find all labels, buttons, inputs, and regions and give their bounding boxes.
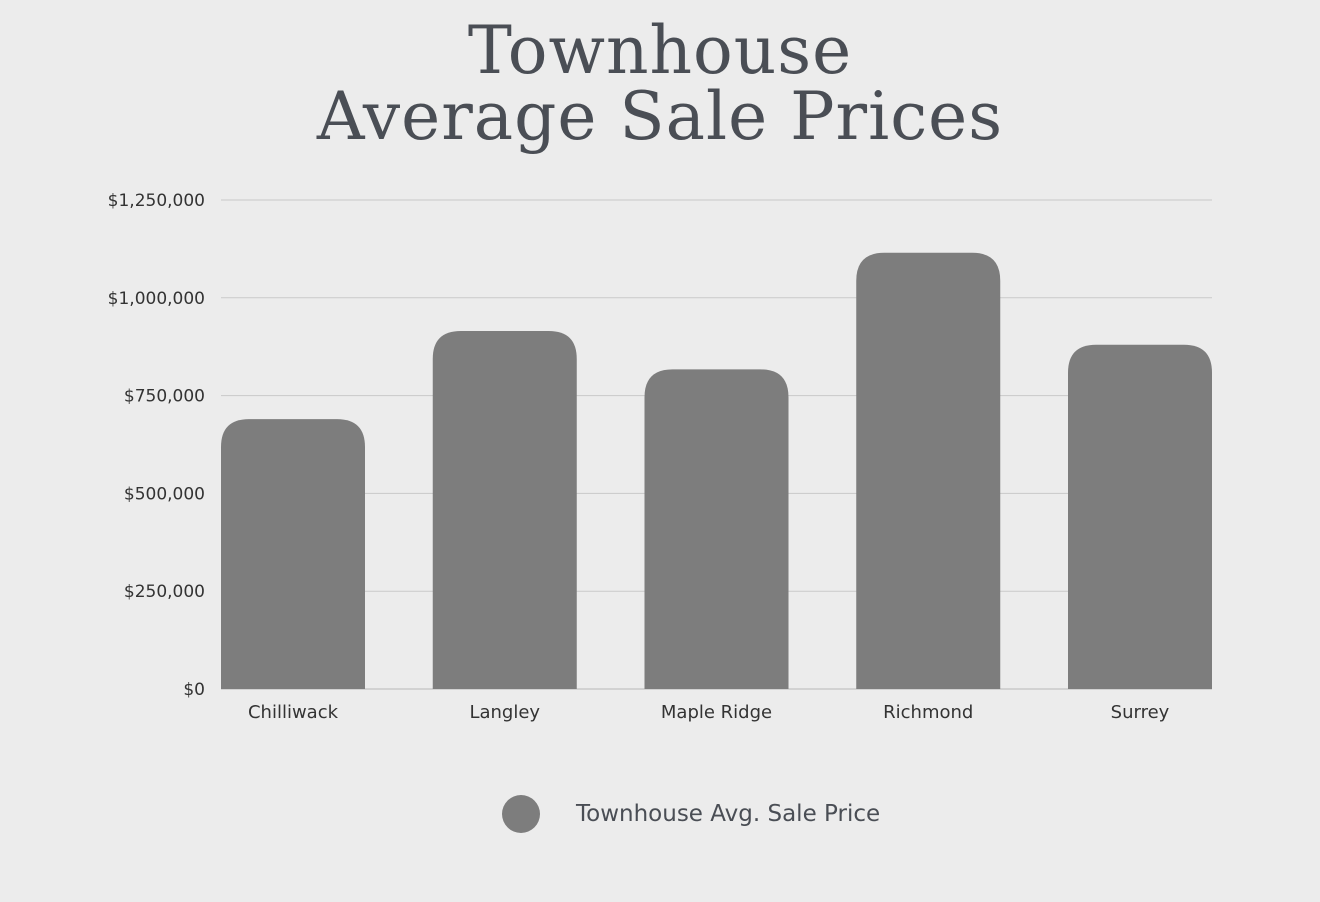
x-tick-label: Langley (469, 702, 540, 723)
bar-surrey (1068, 344, 1212, 689)
x-tick-label: Maple Ridge (661, 702, 772, 723)
y-tick-label: $1,000,000 (108, 289, 205, 309)
legend: Townhouse Avg. Sale Price (502, 795, 880, 833)
y-axis-tick-labels: $0 $250,000 $500,000 $750,000 $1,000,000 $1,2… (108, 191, 205, 700)
x-tick-label: Surrey (1111, 702, 1170, 723)
y-tick-label: $500,000 (124, 484, 205, 504)
x-axis-tick-labels: Chilliwack Langley Maple Ridge Richmond Surr… (248, 702, 1170, 723)
bars (221, 252, 1212, 689)
title-line-1: Townhouse (467, 12, 853, 89)
bar-langley (432, 331, 577, 689)
y-tick-label: $250,000 (124, 582, 205, 602)
title-line-2: Average Sale Prices (316, 78, 1004, 155)
chart-title: Townhouse Average Sale Prices (0, 18, 1320, 150)
bar-richmond (856, 252, 1001, 689)
legend-label: Townhouse Avg. Sale Price (576, 801, 881, 827)
x-tick-label: Richmond (883, 702, 973, 723)
x-tick-label: Chilliwack (248, 702, 339, 723)
bar-maple-ridge (644, 369, 789, 689)
bar-chilliwack (221, 419, 365, 689)
y-tick-label: $1,250,000 (108, 191, 205, 211)
legend-swatch-icon (502, 795, 540, 833)
y-tick-label: $750,000 (124, 387, 205, 407)
y-tick-label: $0 (183, 680, 205, 700)
